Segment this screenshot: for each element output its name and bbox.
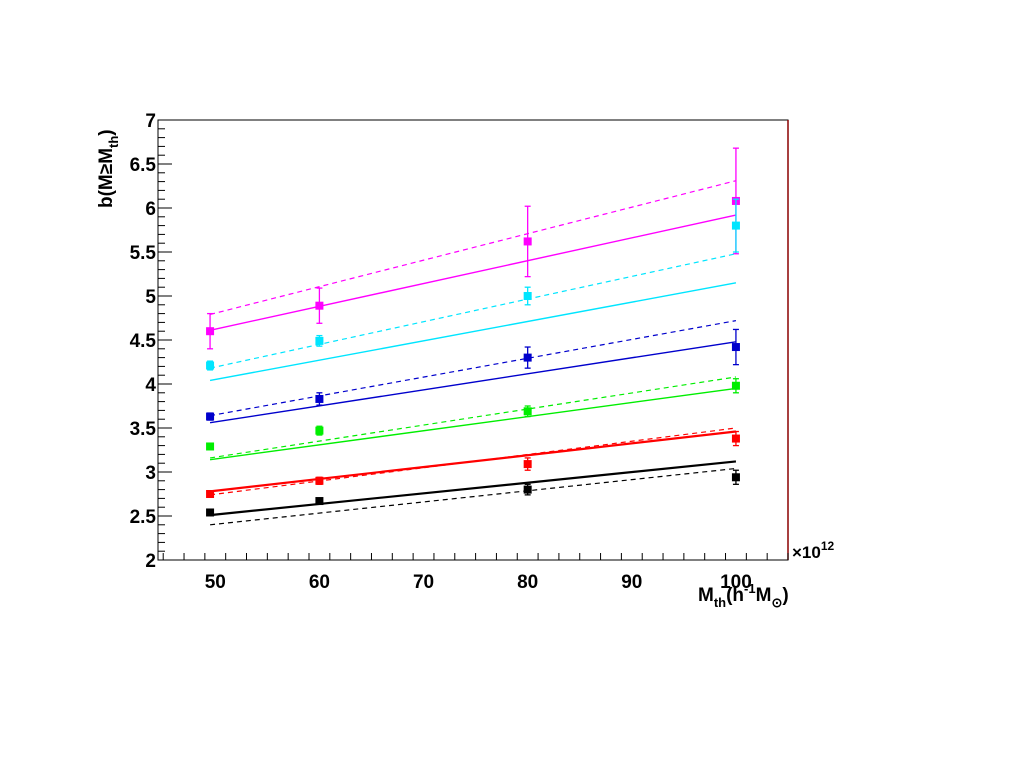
data-point <box>523 353 532 362</box>
fit-line-dashed <box>209 427 737 496</box>
x-tick-label: 70 <box>413 572 434 593</box>
x-axis-multiplier: ×1012 <box>792 539 835 562</box>
fit-line-solid <box>209 460 737 517</box>
data-point <box>206 508 215 517</box>
x-tick-label: 50 <box>205 572 226 593</box>
y-axis-title: b(M≥Mth) <box>96 129 121 208</box>
y-tick-label: 6 <box>145 199 156 220</box>
fit-line-dashed <box>209 253 737 369</box>
x-tick-label: 90 <box>621 572 642 593</box>
data-point <box>523 485 532 494</box>
series-1 <box>206 147 740 350</box>
y-tick-label: 6.5 <box>130 155 157 176</box>
data-point <box>315 301 324 310</box>
data-point <box>206 490 215 498</box>
data-point <box>206 412 215 421</box>
fit-line-dashed <box>209 180 737 316</box>
series-5 <box>206 427 740 498</box>
data-point <box>731 221 740 230</box>
data-point <box>206 442 215 451</box>
series-3 <box>206 320 740 424</box>
x-multiplier-exponent: 12 <box>821 539 835 553</box>
data-point <box>315 476 324 485</box>
fit-line-dashed <box>209 376 737 459</box>
y-tick-label: 2.5 <box>130 507 157 528</box>
data-point <box>206 361 215 370</box>
data-point <box>315 394 324 403</box>
y-tick-label: 5 <box>145 287 156 308</box>
x-axis-title: Mth(h-1M⊙) <box>698 581 789 610</box>
fit-line-dashed <box>209 320 737 417</box>
data-point <box>315 497 324 506</box>
y-tick-label: 4.5 <box>130 331 157 352</box>
data-point <box>523 237 532 246</box>
fit-line-solid <box>209 214 737 332</box>
data-point <box>206 327 215 336</box>
y-axis: 2 2.5 3 3.5 4 4.5 5 5.5 6 6.5 7 <box>130 111 172 572</box>
data-point <box>731 473 740 482</box>
data-point <box>731 381 740 390</box>
x-tick-label: 80 <box>517 572 538 593</box>
y-tick-label: 5.5 <box>130 243 157 264</box>
y-tick-label: 4 <box>145 375 156 396</box>
x-multiplier-base: ×10 <box>792 543 821 562</box>
data-point <box>731 434 740 443</box>
data-point <box>523 292 532 300</box>
x-tick-label: 60 <box>309 572 330 593</box>
series-layer <box>206 147 740 526</box>
plot-frame <box>157 119 789 561</box>
y-tick-label: 2 <box>145 551 156 572</box>
data-point <box>523 407 532 416</box>
x-axis: 50 60 70 80 90 100 <box>162 553 789 593</box>
data-point <box>731 343 740 352</box>
fit-line-solid <box>209 341 737 424</box>
y-tick-label: 7 <box>145 111 156 132</box>
data-point <box>315 426 324 435</box>
data-point <box>315 336 324 345</box>
series-2 <box>206 198 740 382</box>
series-6 <box>206 460 740 526</box>
y-tick-label: 3.5 <box>130 419 157 440</box>
fit-line-solid <box>209 282 737 382</box>
y-tick-label: 3 <box>145 463 156 484</box>
data-point <box>523 460 532 469</box>
x-tick-label: 100 <box>720 572 752 593</box>
fit-line-dashed <box>210 467 736 526</box>
fit-line-solid <box>209 387 737 461</box>
series-4 <box>206 376 740 461</box>
